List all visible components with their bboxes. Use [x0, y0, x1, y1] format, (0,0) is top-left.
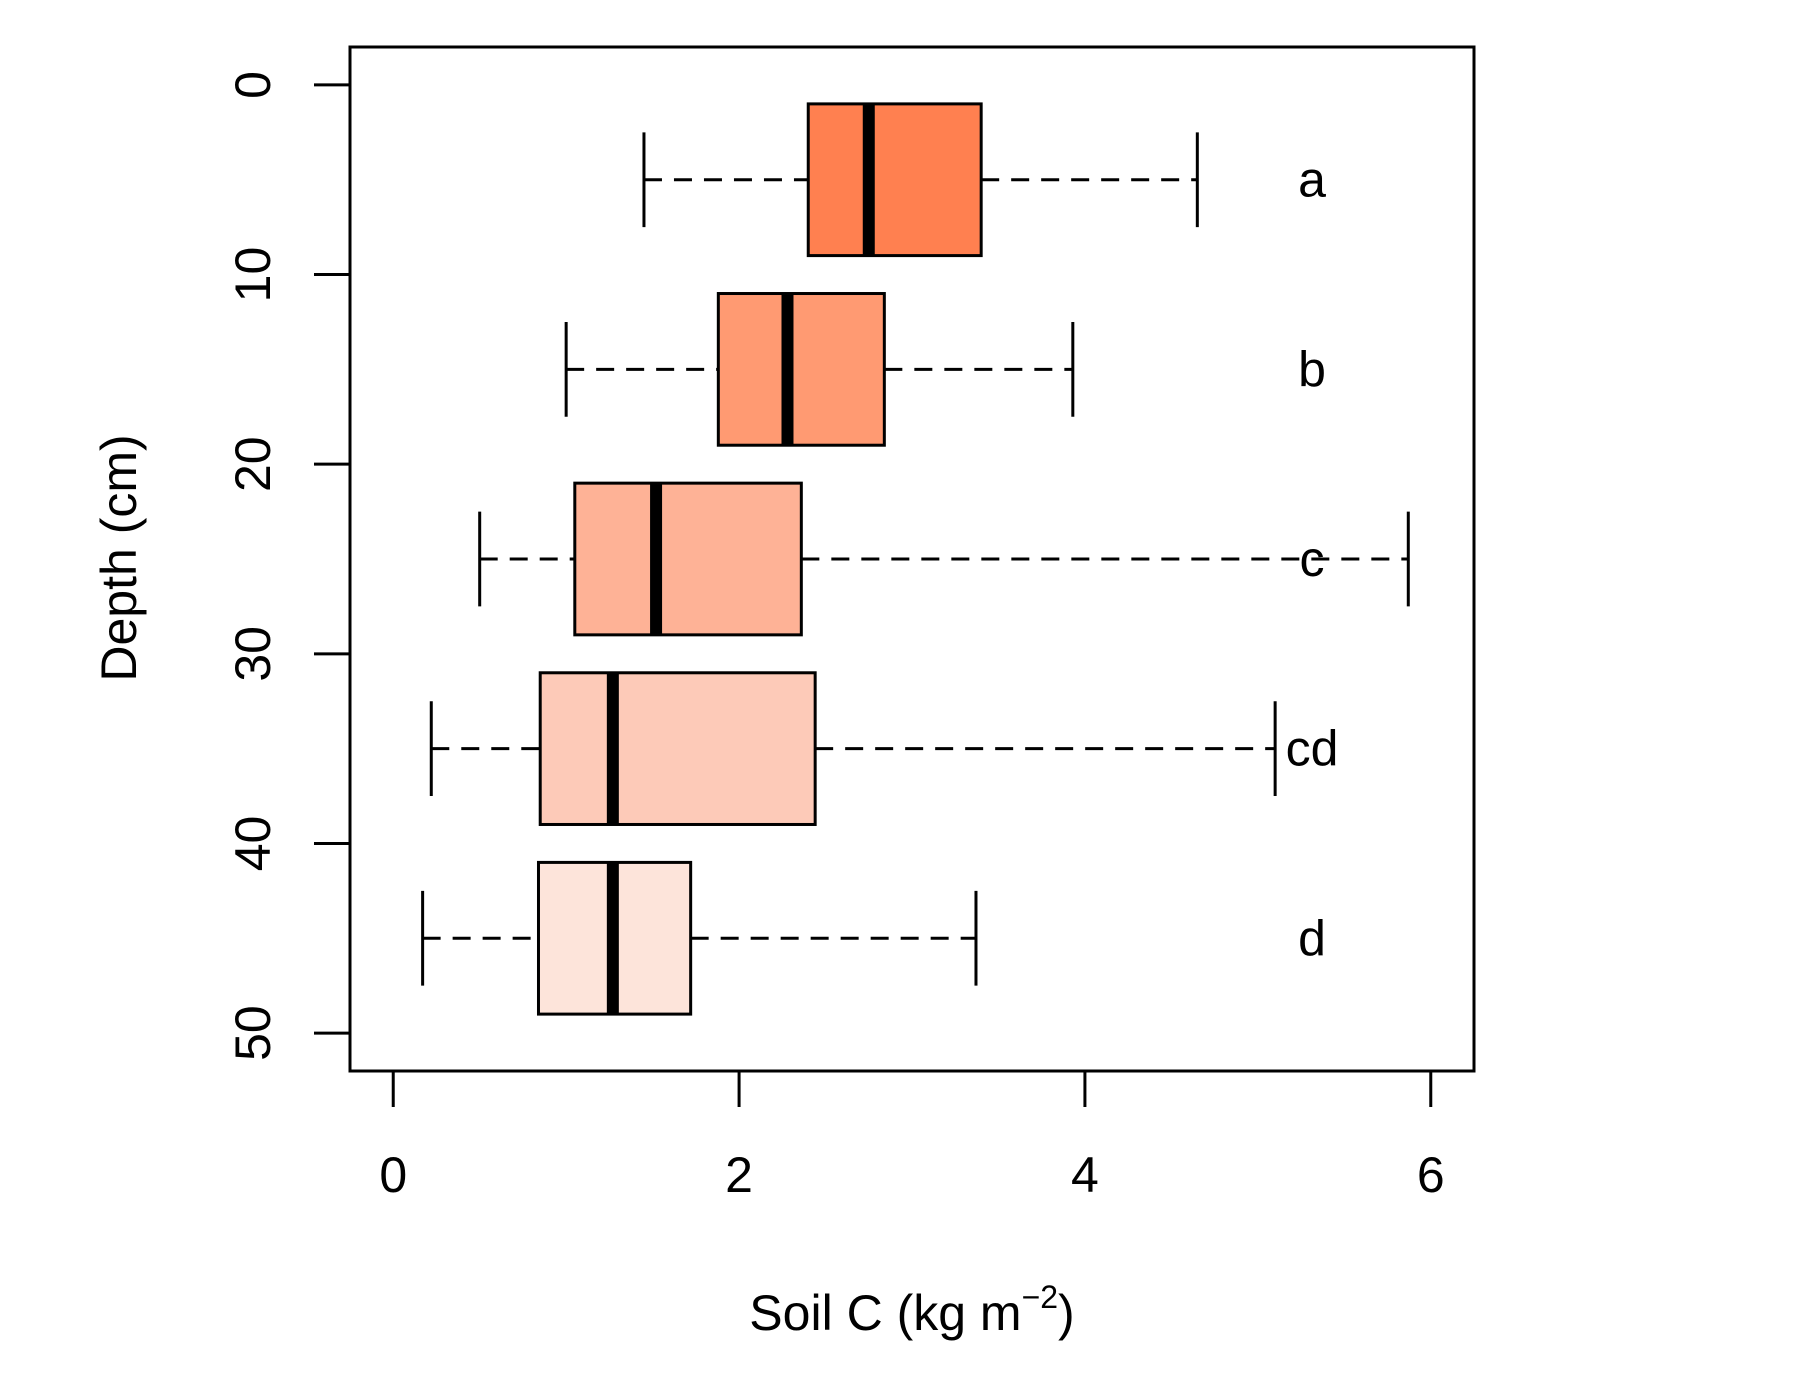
x-tick-label: 4: [1071, 1147, 1099, 1203]
y-tick-label: 30: [225, 626, 281, 682]
boxes: [421, 102, 1410, 1016]
x-axis-title-exponent: −2: [1022, 1279, 1058, 1315]
y-tick-label: 50: [225, 1005, 281, 1061]
y-tick-label: 40: [225, 816, 281, 872]
x-tick-label: 2: [725, 1147, 753, 1203]
box-d: [421, 860, 978, 1016]
x-tick-label: 6: [1417, 1147, 1445, 1203]
group-label-cd: cd: [1286, 721, 1339, 777]
box-body: [806, 102, 983, 258]
x-axis-title-main: Soil C (kg m: [749, 1285, 1021, 1341]
box-b: [564, 292, 1075, 447]
group-label-a: a: [1298, 152, 1326, 208]
x-tick-label: 0: [379, 1147, 407, 1203]
box-body: [573, 481, 803, 637]
group-labels: a b c cd d: [1286, 152, 1339, 967]
box-c: [478, 481, 1410, 637]
box-body: [538, 671, 817, 826]
x-axis: 0 2 4 6: [379, 1069, 1445, 1203]
y-tick-label: 20: [225, 436, 281, 492]
x-axis-title: Soil C (kg m−2): [749, 1279, 1074, 1341]
x-axis-title-close: ): [1058, 1285, 1075, 1341]
y-axis: 0 10 20 30 40 50: [225, 71, 352, 1061]
box-cd: [429, 671, 1277, 826]
box-a: [642, 102, 1199, 258]
y-tick-label: 0: [225, 71, 281, 99]
box-body: [716, 292, 886, 447]
group-label-c: c: [1300, 531, 1325, 587]
y-tick-label: 10: [225, 247, 281, 303]
group-label-d: d: [1298, 910, 1326, 966]
y-axis-title: Depth (cm): [91, 434, 147, 681]
group-label-b: b: [1298, 341, 1326, 397]
